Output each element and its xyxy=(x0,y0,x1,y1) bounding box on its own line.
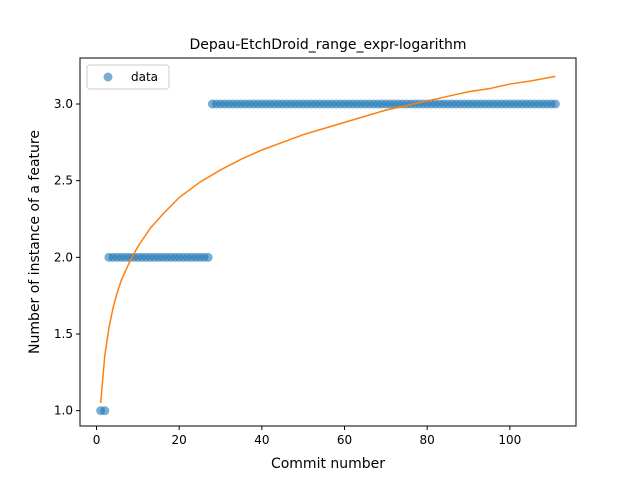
data-point xyxy=(550,99,560,109)
chart-title: Depau-EtchDroid_range_expr-logarithm xyxy=(190,37,467,53)
y-tick-label: 3.0 xyxy=(54,97,73,111)
x-axis: 0 20 40 60 80 100 xyxy=(93,426,521,447)
x-tick-label: 40 xyxy=(254,433,269,447)
y-axis-label: Number of instance of a feature xyxy=(27,130,43,354)
data-point xyxy=(203,252,213,262)
legend-marker-data xyxy=(103,72,113,82)
y-tick-label: 2.0 xyxy=(54,250,73,264)
legend-box xyxy=(86,64,170,90)
y-tick-label: 1.5 xyxy=(54,327,73,341)
series-layer xyxy=(96,75,560,416)
x-axis-label: Commit number xyxy=(271,456,385,472)
y-axis: 1.0 1.5 2.0 2.5 3.0 xyxy=(54,97,80,418)
plot-frame xyxy=(79,57,577,427)
x-tick-label: 20 xyxy=(172,433,187,447)
x-tick-label: 100 xyxy=(498,433,521,447)
y-tick-label: 1.0 xyxy=(54,404,73,418)
x-tick-label: 0 xyxy=(93,433,101,447)
y-tick-label: 2.5 xyxy=(54,174,73,188)
legend-label-data: data xyxy=(131,70,158,84)
x-tick-label: 60 xyxy=(337,433,352,447)
x-tick-label: 80 xyxy=(420,433,435,447)
fit-curve-line xyxy=(99,75,556,404)
data-point xyxy=(100,406,110,416)
legend: data xyxy=(86,64,170,90)
